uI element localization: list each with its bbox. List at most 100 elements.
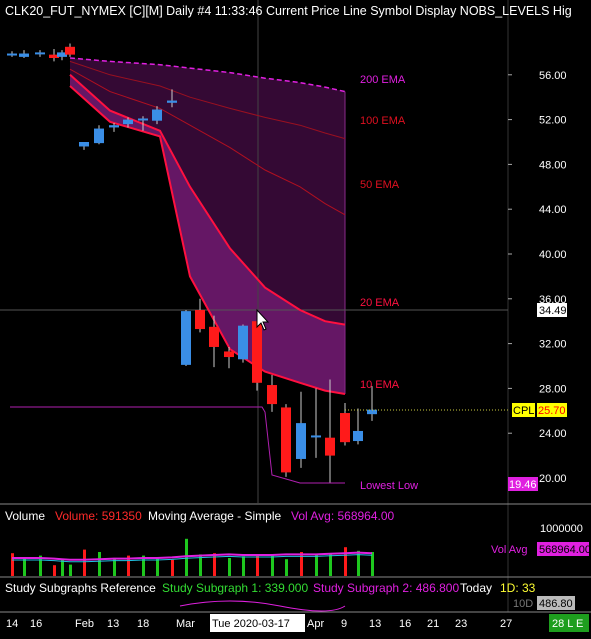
candle [7,53,17,56]
study-10d-box [537,596,575,610]
candle [311,435,321,438]
date-tag: 28 L E [552,618,583,630]
date-label: Apr [307,618,324,630]
candle [325,437,335,456]
volume-bar [53,565,56,576]
candle [340,413,350,443]
date-axis[interactable]: 14 16 Feb 13 18 Mar Tue 2020-03-17 Apr 9 13 16 21 23… [6,614,512,632]
study-wave [179,600,346,612]
candle [19,53,29,57]
price-tick-label: 20.00 [539,473,567,485]
price-tick-label: 48.00 [539,159,567,171]
crosshair-price-box [537,303,567,317]
vol-avg-legend: Vol Avg [491,544,528,556]
date-label: 16 [399,618,411,630]
study-sg2: Study Subgraph 2: 486.800 [313,581,459,595]
candle [49,54,59,58]
candle [296,423,306,459]
date-label: 9 [341,618,347,630]
ema-line-10-ema [69,85,346,395]
date-highlight: Tue 2020-03-17 [212,618,290,630]
candle [79,142,89,147]
date-label: 23 [455,618,467,630]
candle [35,52,45,55]
date-label: 16 [30,618,42,630]
study-title: Study Subgraphs Reference [5,581,156,595]
volume-bar [39,555,42,576]
current-price-box [537,403,567,417]
date-highlight-box [210,614,305,632]
cpl-tag: CPL [513,405,534,417]
date-label: 21 [427,618,439,630]
price-tick-label: 28.00 [539,383,567,395]
candles[interactable] [7,43,377,483]
candle [123,119,133,125]
volume-bars [11,538,374,576]
volume-bar [199,554,202,576]
candle [181,311,191,365]
price-tick-label: 36.00 [539,294,567,306]
lowest-low-value: 19.46 [509,479,537,491]
volume-bar [83,549,86,576]
ema-lines [69,57,346,395]
cpl-line [10,406,345,484]
candle [57,52,67,57]
volume-bar [69,564,72,576]
price-tick-label: 40.00 [539,249,567,261]
candle [224,351,234,358]
volume-bar [344,547,347,576]
price-tick-label: 44.00 [539,204,567,216]
volume-bar [256,555,259,576]
study-10d-value: 486.80 [539,598,573,610]
date-label: 13 [107,618,119,630]
ema-line-100-ema [69,60,346,140]
ema200-label: 200 EMA [360,74,406,86]
cpl-tag-box [512,403,535,417]
candle [367,409,377,415]
candle [281,407,291,473]
vol-avg-box-value: 568964.00 [539,544,591,556]
study-today: Today [460,581,492,595]
price-tick-label: 56.00 [539,70,567,82]
volume-bar [142,555,145,576]
ema-cloud-inner [70,74,345,395]
candle [353,430,363,442]
volume-value: Volume: 591350 [55,509,142,523]
crosshair [0,0,508,504]
ema20-label: 20 EMA [360,297,400,309]
date-label: Mar [176,618,195,630]
ema-line-200-ema [69,57,346,93]
candle [252,321,262,383]
volume-bar [156,557,159,576]
volume-axis-top: 1000000 [540,523,583,535]
date-tag-box [549,614,589,632]
volume-bar [98,552,101,576]
crosshair-price: 34.49 [539,305,567,317]
vol-avg-line-2 [12,554,373,563]
current-price: 25.70 [538,405,566,417]
mouse-cursor-icon [256,308,270,331]
volume-bar [300,552,303,576]
volume-bar [185,538,188,576]
ema50-label: 50 EMA [360,179,400,191]
moving-average-label: Moving Average - Simple [148,509,282,523]
date-label: Feb [75,618,94,630]
volume-bar [127,555,130,576]
candle [238,325,248,360]
candle [152,109,162,121]
ema100-label: 100 EMA [360,115,406,127]
volume-bar [23,557,26,576]
volume-title: Volume [5,509,45,523]
volume-bar [371,552,374,576]
volume-bar [271,555,274,576]
ema10-label: 10 EMA [360,379,400,391]
ema-line-50-ema [69,68,346,216]
volume-bar [285,559,288,576]
vol-avg-line [12,551,373,561]
volume-bar [228,558,231,576]
chart-header[interactable]: CLK20_FUT_NYMEX [C][M] Daily #4 11:33:46… [5,4,572,18]
volume-bar [242,556,245,576]
price-axis[interactable]: 56.00 52.00 48.00 44.00 40.00 36.00 32.00 28.00… [508,70,567,485]
